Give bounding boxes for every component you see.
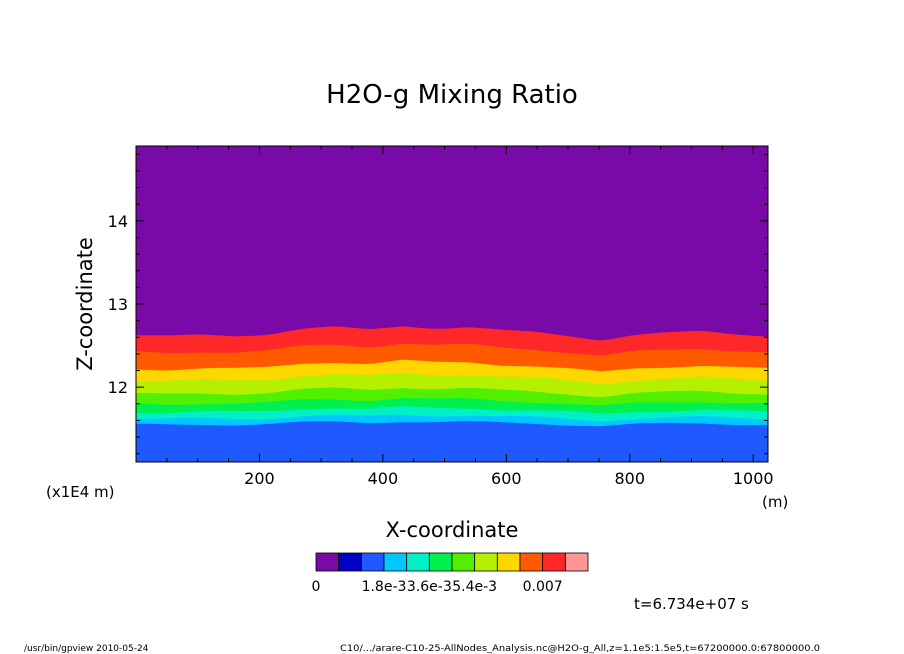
contour-band (136, 421, 768, 462)
axis-ticks: 200 400 600 800 1000 12 13 14 (108, 146, 774, 488)
colorbar-swatch (519, 552, 544, 572)
y-tick-label: 12 (108, 378, 128, 397)
colorbar-swatch (315, 552, 340, 572)
x-axis-label: X-coordinate (386, 518, 519, 542)
colorbar-swatch (428, 552, 453, 572)
colorbar-label: 0 (312, 579, 321, 595)
x-axis-units: (m) (762, 493, 788, 511)
x-tick-label: 200 (244, 469, 275, 488)
colorbar-swatch (496, 552, 521, 572)
colorbar-swatch (474, 552, 498, 572)
footer-left: /usr/bin/gpview 2010-05-24 (24, 644, 149, 654)
x-tick-label: 800 (614, 469, 645, 488)
colorbar-label: 5.4e-3 (452, 579, 497, 595)
colorbar-swatch (564, 552, 589, 572)
x-tick-label: 400 (368, 469, 399, 488)
colorbar-swatch (406, 552, 430, 572)
y-axis-label: Z-coordinate (73, 237, 97, 371)
colorbar-label: 0.007 (523, 579, 563, 595)
colorbar-swatch (338, 552, 362, 572)
colorbar-label: 1.8e-3 (362, 579, 407, 595)
time-label: t=6.734e+07 s (634, 595, 749, 613)
colorbar-swatch (360, 552, 385, 572)
y-axis-units: (x1E4 m) (46, 483, 115, 501)
colorbar-swatch (542, 552, 566, 572)
colorbar-swatch (451, 552, 476, 572)
chart-title: H2O-g Mixing Ratio (326, 80, 578, 110)
x-tick-label: 1000 (733, 469, 774, 488)
footer-right: C10/.../arare-C10-25-AllNodes_Analysis.n… (340, 644, 820, 654)
y-tick-label: 13 (108, 295, 128, 314)
contour-field (136, 146, 768, 462)
colorbar-label: 3.6e-3 (407, 579, 452, 595)
y-tick-label: 14 (108, 212, 128, 231)
colorbar: 0 1.8e-3 3.6e-3 5.4e-3 0.007 (312, 552, 589, 595)
colorbar-swatch (383, 552, 408, 572)
x-tick-label: 600 (491, 469, 522, 488)
